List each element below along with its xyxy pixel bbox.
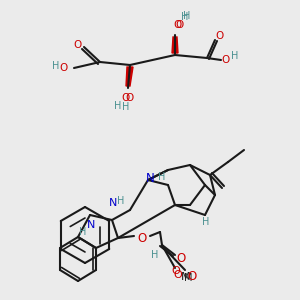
Text: H: H	[231, 51, 239, 61]
Text: M: M	[181, 272, 191, 282]
Text: H: H	[181, 12, 189, 22]
Text: O: O	[122, 93, 130, 103]
Polygon shape	[126, 67, 133, 86]
Text: H: H	[114, 101, 122, 111]
Text: H: H	[158, 172, 166, 182]
Text: O: O	[175, 20, 183, 30]
Text: N: N	[109, 198, 117, 208]
Text: H: H	[79, 227, 87, 237]
Text: H: H	[117, 196, 125, 206]
Polygon shape	[172, 37, 178, 53]
Text: O: O	[188, 269, 196, 283]
Text: H: H	[202, 217, 210, 227]
Text: O: O	[172, 266, 180, 276]
Text: O: O	[216, 31, 224, 41]
Text: O: O	[174, 270, 182, 280]
Text: M: M	[184, 273, 192, 283]
Text: H: H	[52, 61, 60, 71]
Text: H: H	[151, 250, 159, 260]
Text: O: O	[137, 232, 147, 244]
Text: H: H	[122, 102, 130, 112]
Text: O: O	[221, 55, 229, 65]
Text: O: O	[176, 253, 186, 266]
Text: O: O	[126, 93, 134, 103]
Text: O: O	[60, 63, 68, 73]
Text: O: O	[74, 40, 82, 50]
Text: O: O	[173, 20, 181, 30]
Text: N: N	[146, 172, 154, 184]
Text: H: H	[183, 11, 191, 21]
Text: N: N	[87, 220, 95, 230]
